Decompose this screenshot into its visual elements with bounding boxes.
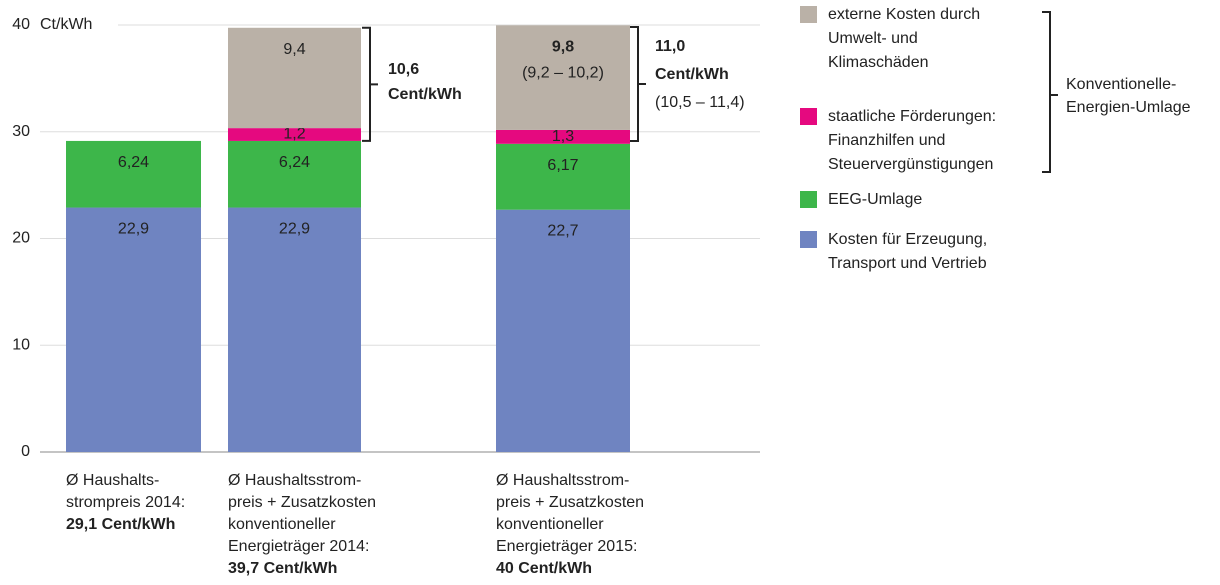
legend-label: Kosten für Erzeugung, Transport und Vertr… [828,231,987,272]
range-note: (9,2 – 10,2) [522,65,604,82]
value-label: 22,9 [279,221,310,238]
legend-swatch [800,108,817,125]
value-label: 9,8 [552,39,574,56]
x-tick-label: Ø Haushaltsstrom-preis + Zusatzkosten kon… [496,472,644,555]
x-tick-label: Ø Haushalts-strompreis 2014: [66,472,185,511]
category-total: 29,1 Cent/kWh [66,516,175,533]
bar-segment [66,207,201,452]
legend-swatch [800,231,817,248]
legend-label: externe Kosten durch Umwelt- und Klimaschä… [828,6,980,71]
value-label: 6,24 [118,154,149,171]
category-total: 40 Cent/kWh [496,560,592,577]
category-total: 39,7 Cent/kWh [228,560,337,577]
value-label: 22,9 [118,221,149,238]
bracket-label: (10,5 – 11,4) [655,94,745,111]
bar-segment [228,207,361,452]
y-tick-label: 0 [21,443,30,460]
bracket-label: Cent/kWh [388,86,462,103]
bar-segment [496,209,630,452]
y-tick-label: 30 [12,123,30,140]
value-label: 9,4 [283,41,305,58]
bar-segment [496,129,630,144]
legend-swatch [800,191,817,208]
legend-bracket [1042,11,1058,173]
legend-swatch [800,6,817,23]
legend-label: staatliche Förderungen: Finanzhilfen und S… [828,108,996,173]
bracket [630,26,646,142]
bracket-label: 11,0 [655,38,685,55]
bar-segment [228,27,361,129]
bracket [362,26,378,142]
y-tick-label: 20 [12,230,30,247]
bracket-label: Cent/kWh [655,66,729,83]
y-tick-label: 10 [12,336,30,353]
bar-segment [228,140,361,208]
bar-segment [496,143,630,210]
value-label: 1,2 [283,126,305,143]
bar-segment [66,140,201,208]
value-label: 6,24 [279,154,310,171]
legend-label: EEG-Umlage [828,191,922,208]
bar-segment [496,25,630,130]
value-label: 6,17 [547,157,578,174]
value-label: 22,7 [547,223,578,240]
legend-group-label: Konventionelle-Energien-Umlage [1066,76,1191,116]
y-tick-label: 40 [12,16,30,33]
bar-segment [228,128,361,141]
bracket-label: 10,6 [388,61,419,78]
x-tick-label: Ø Haushaltsstrom-preis + Zusatzkosten kon… [228,472,376,555]
value-label: 1,3 [552,128,574,145]
y-axis-unit: Ct/kWh [40,16,92,33]
